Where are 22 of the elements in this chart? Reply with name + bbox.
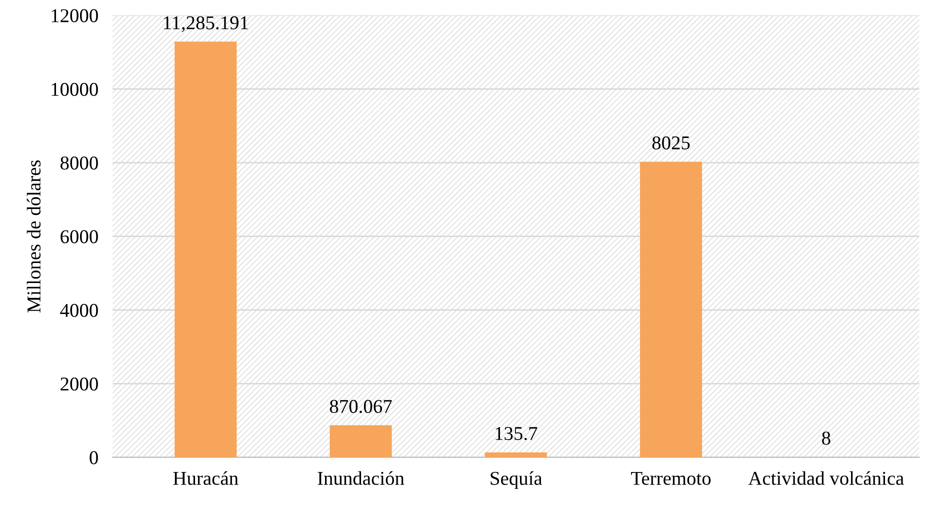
x-tick-label: Inundación xyxy=(318,471,404,485)
y-tick-label: 4000 xyxy=(60,304,98,317)
y-tick-label: 2000 xyxy=(60,377,98,391)
y-tick-label: 10000 xyxy=(52,82,98,96)
y-tick-label: 6000 xyxy=(60,230,98,244)
data-label: 870.067 xyxy=(330,400,392,414)
x-tick-label: Sequía xyxy=(490,471,542,489)
y-tick-label: 8000 xyxy=(60,156,98,170)
bar xyxy=(174,42,237,458)
bar xyxy=(484,452,547,458)
x-tick-label: Terremoto xyxy=(631,472,711,485)
bar xyxy=(330,425,392,458)
y-axis-title: Millones de dólares xyxy=(26,160,41,312)
data-label: 8 xyxy=(822,432,830,445)
y-tick-label: 12000 xyxy=(52,9,98,22)
x-tick-label: Huracán xyxy=(173,471,238,485)
data-label: 11,285.191 xyxy=(164,16,248,32)
data-label: 135.7 xyxy=(496,426,538,440)
x-tick-label: Actividad volcánica xyxy=(748,471,904,485)
bar xyxy=(640,162,702,458)
data-label: 8025 xyxy=(652,136,690,150)
y-tick-label: 0 xyxy=(90,451,98,464)
